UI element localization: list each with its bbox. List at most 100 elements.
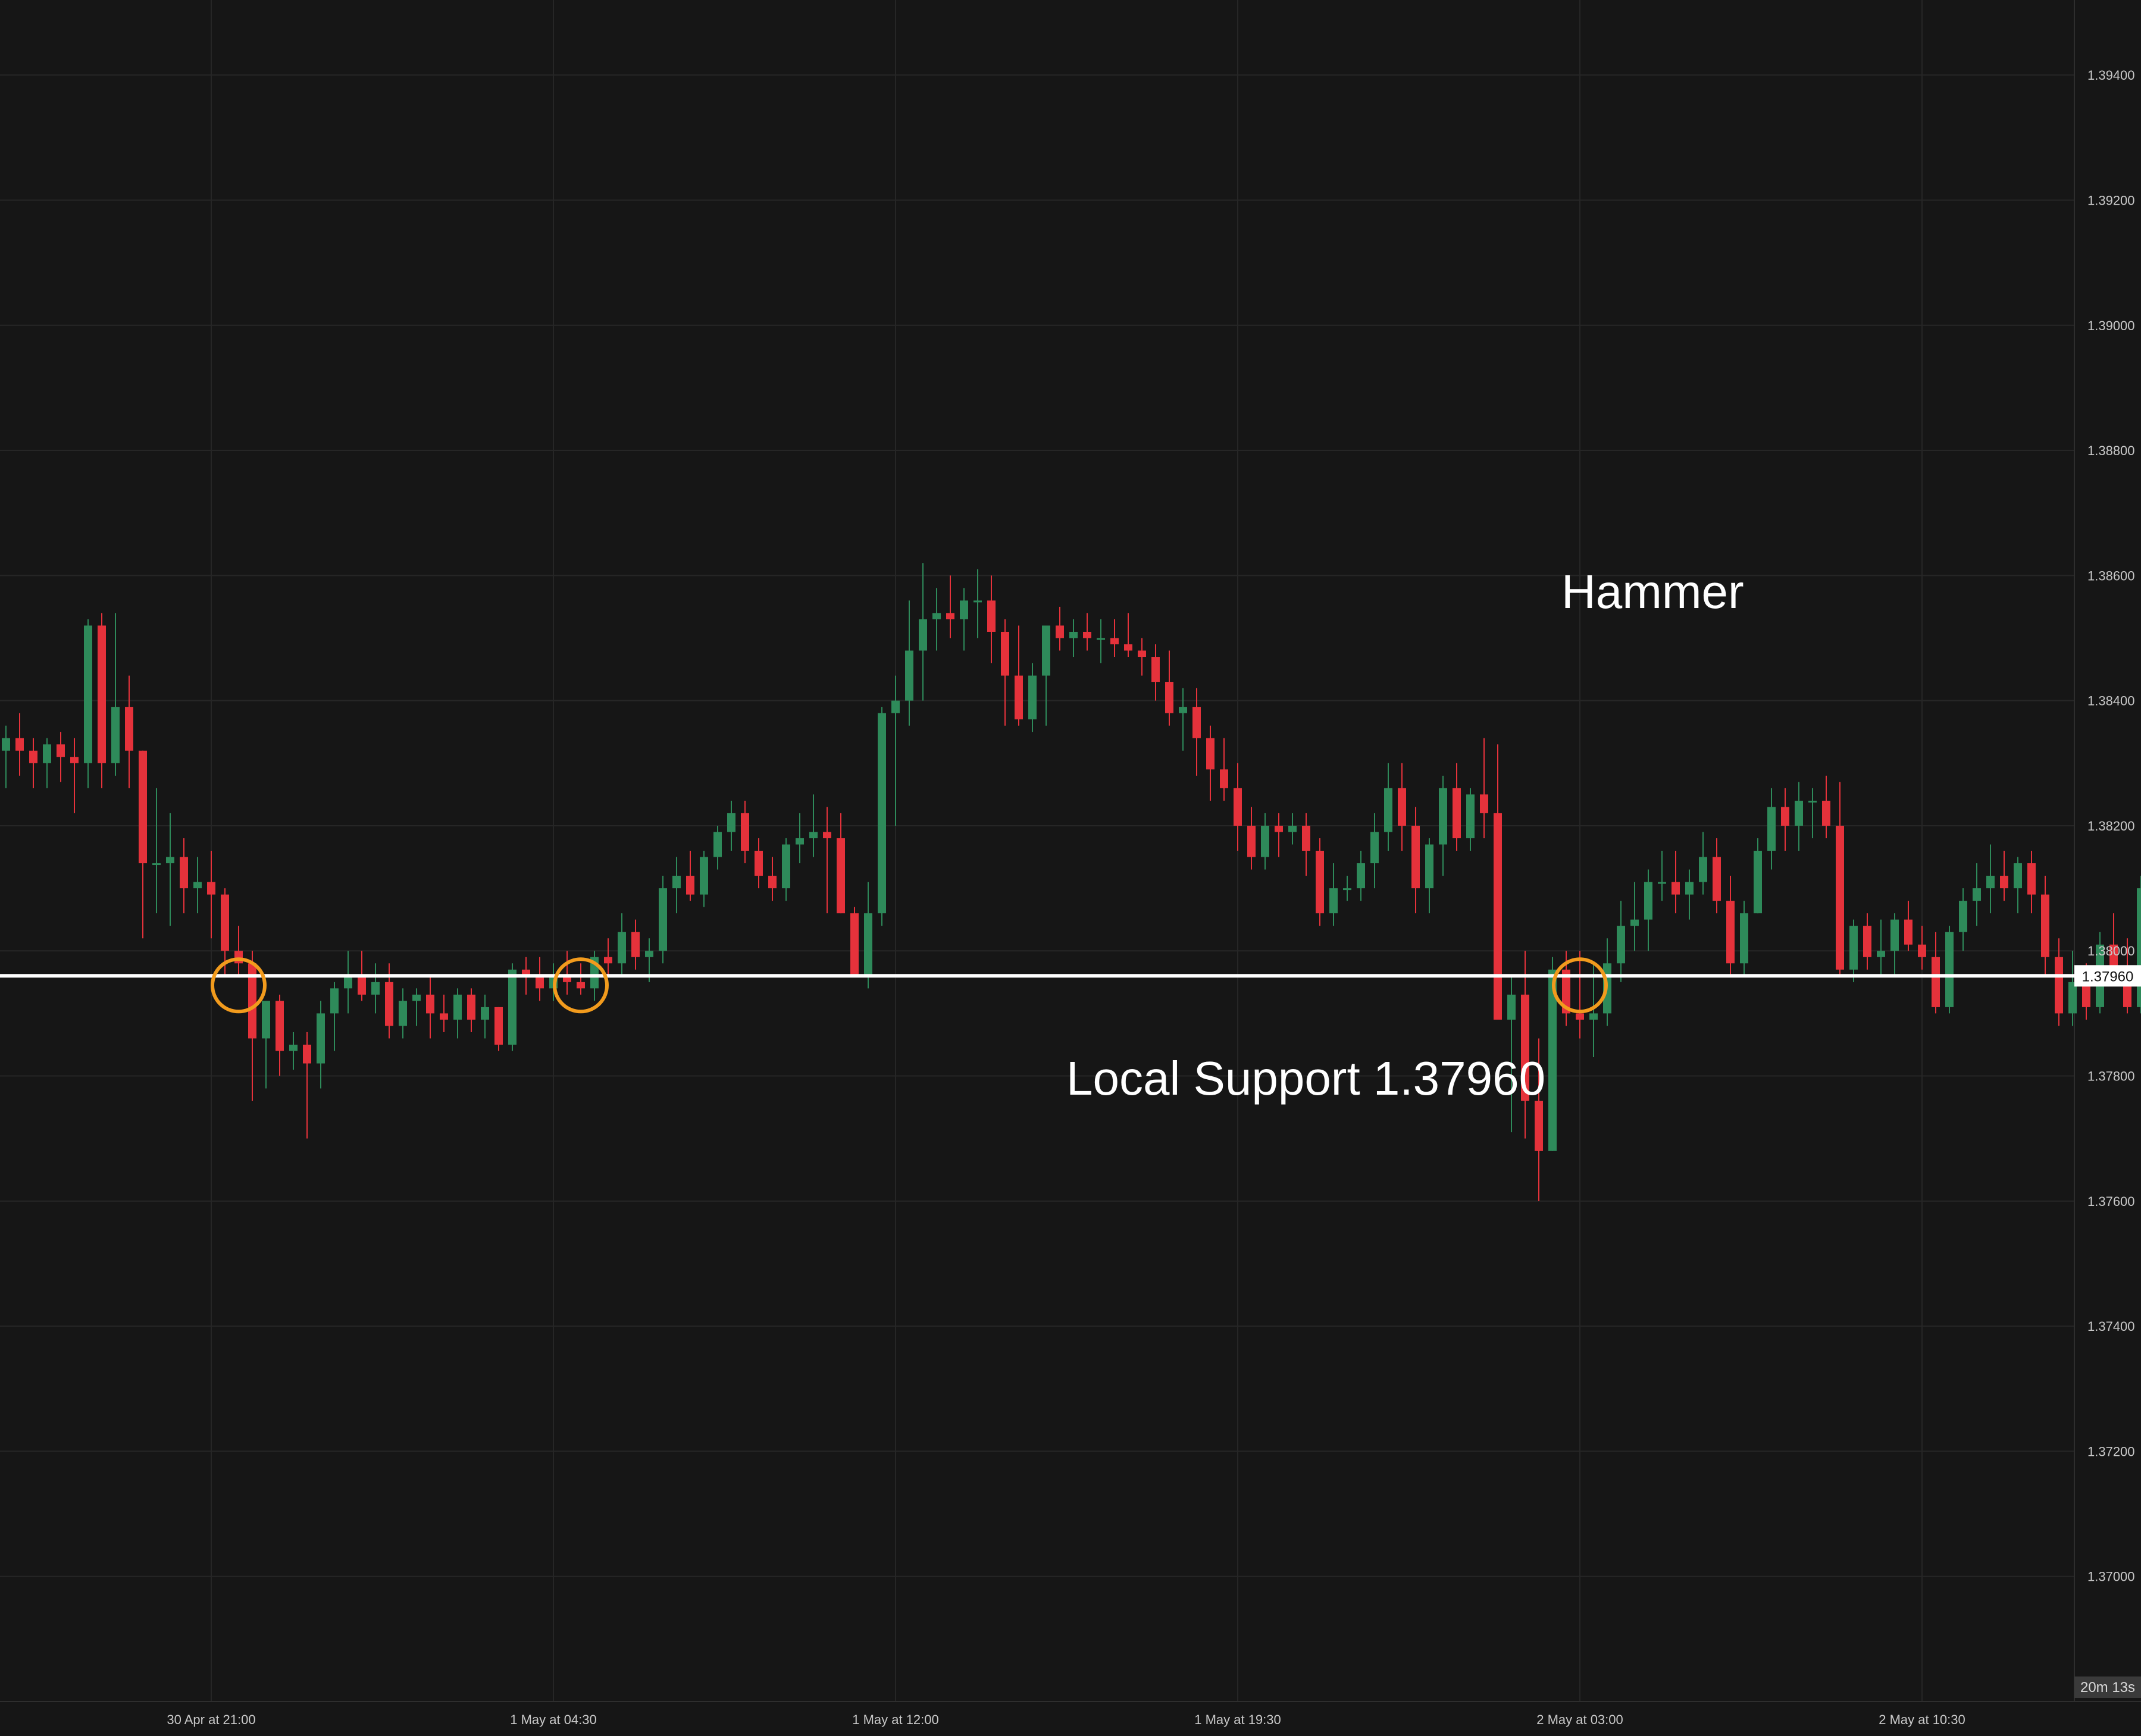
candle-body — [1466, 794, 1475, 838]
candle-body — [84, 625, 92, 763]
candle-body — [919, 619, 927, 651]
candle-body — [809, 832, 818, 838]
candle-body — [2082, 982, 2090, 1007]
support-touch-marker — [1552, 957, 1608, 1014]
time-axis[interactable]: Apr at 13:3030 Apr at 21:001 May at 04:3… — [0, 1712, 2141, 1727]
candle — [15, 713, 24, 776]
candle-body — [1165, 682, 1173, 713]
candle — [330, 982, 339, 1051]
candle — [1726, 876, 1735, 976]
candle — [1767, 788, 1776, 870]
candle — [1357, 851, 1365, 901]
candle — [1808, 788, 1817, 838]
candle — [577, 963, 585, 995]
candle — [1015, 625, 1023, 726]
candle-body — [1056, 625, 1064, 638]
price-tick-label: 1.38400 — [2087, 694, 2135, 709]
candle — [1206, 725, 1215, 801]
candle — [864, 882, 872, 989]
price-tick-label: 1.37600 — [2087, 1194, 2135, 1209]
candle-body — [837, 838, 845, 914]
candle — [1644, 869, 1652, 951]
price-axis[interactable]: 1.39400 1.39200 1.39000 1.38800 1.38600 1.384… — [2087, 68, 2135, 1584]
candle-body — [796, 838, 804, 845]
candle — [1097, 619, 1105, 663]
candle-body — [330, 988, 339, 1014]
candle — [1261, 813, 1269, 870]
countdown-badge — [2074, 1677, 2141, 1698]
candle — [481, 994, 489, 1039]
candle-body — [426, 994, 434, 1014]
candle-body — [686, 876, 694, 895]
candle-body — [98, 625, 106, 763]
candle — [1411, 807, 1420, 914]
candle-body — [713, 832, 722, 857]
candle — [1986, 844, 1995, 914]
candle — [2137, 876, 2141, 1014]
candle — [659, 876, 667, 964]
candle — [303, 1032, 311, 1139]
price-tick-label: 1.38000 — [2087, 944, 2135, 958]
candle-body — [234, 951, 243, 964]
candle — [1973, 863, 1981, 926]
candle-body — [1015, 675, 1023, 720]
candle-body — [2041, 894, 2049, 957]
candle — [412, 988, 421, 1026]
candle — [1740, 901, 1748, 976]
candle-body — [70, 757, 79, 763]
candle — [618, 913, 626, 976]
candle-body — [878, 713, 886, 914]
candle-body — [1767, 807, 1776, 851]
candle-body — [1672, 882, 1680, 895]
candle — [2055, 938, 2063, 1026]
candle-body — [1370, 832, 1379, 864]
support-layer: 1.37960 — [0, 965, 2141, 987]
candle-body — [1849, 926, 1858, 970]
candle-body — [2068, 982, 2077, 1014]
candle-body — [494, 1007, 503, 1045]
candle — [2068, 951, 2077, 1026]
candle — [713, 825, 722, 870]
candle — [111, 613, 120, 776]
candle — [1781, 788, 1789, 851]
candle — [1439, 775, 1447, 876]
candle — [453, 988, 462, 1039]
annotation-markers — [211, 957, 1608, 1014]
candle-body — [522, 969, 530, 976]
candle — [1028, 663, 1037, 732]
candle — [878, 707, 886, 926]
candle-body — [1795, 800, 1803, 826]
candle — [371, 963, 380, 1014]
candle — [686, 851, 694, 901]
candle-body — [1904, 919, 1912, 945]
candle — [1904, 901, 1912, 951]
candle-body — [1316, 851, 1324, 914]
candle — [1220, 738, 1228, 801]
candle-body — [1069, 631, 1078, 638]
candle-body — [1699, 857, 1707, 882]
candle-body — [1863, 926, 1871, 957]
candle — [2041, 876, 2049, 976]
candle-body — [1288, 825, 1297, 832]
candle-body — [2014, 863, 2022, 889]
candle-body — [823, 832, 831, 838]
candle-body — [1192, 707, 1201, 738]
candle-body — [987, 600, 996, 632]
candle — [932, 588, 941, 651]
candle — [700, 851, 708, 907]
candle-body — [1220, 769, 1228, 788]
candle — [1494, 744, 1502, 1020]
candle-body — [1384, 788, 1392, 832]
candle — [70, 738, 79, 813]
candle-body — [43, 744, 51, 763]
time-tick-label: 1 May at 19:30 — [1194, 1712, 1281, 1727]
candle — [262, 1001, 270, 1089]
candle-body — [1754, 851, 1762, 914]
candle-body — [1206, 738, 1215, 770]
candle — [1192, 688, 1201, 776]
candle — [1877, 919, 1885, 976]
candle — [672, 857, 681, 914]
candle-body — [1110, 638, 1119, 645]
candle — [426, 976, 434, 1039]
